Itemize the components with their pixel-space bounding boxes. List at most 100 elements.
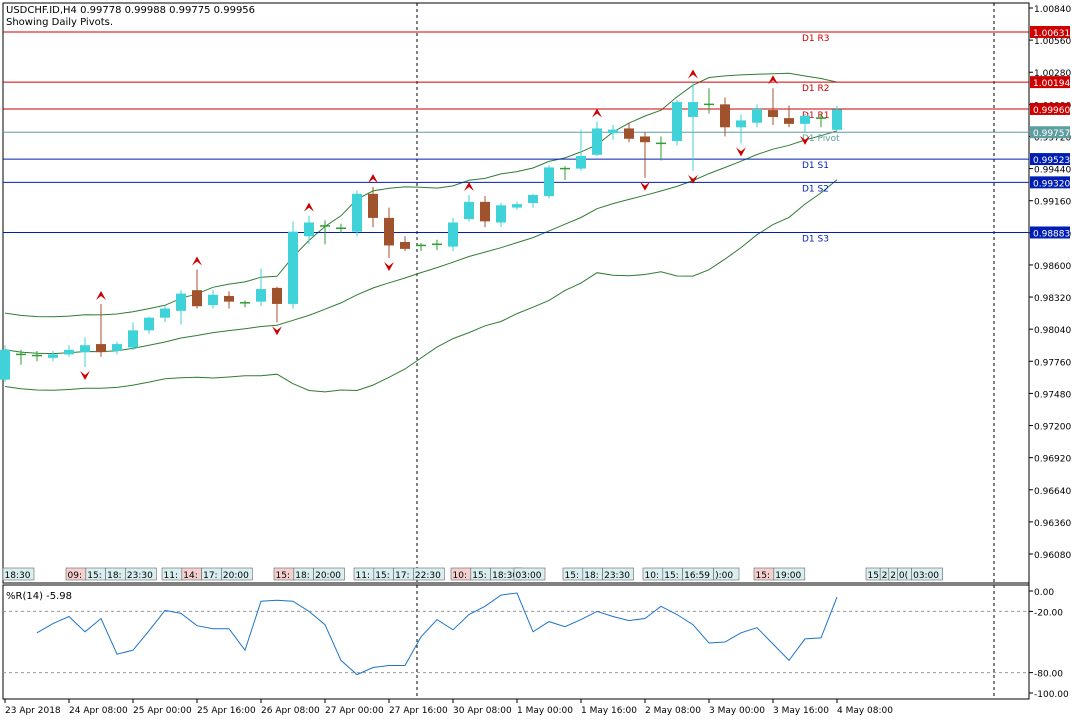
fractal-up-arrow bbox=[192, 256, 202, 266]
pivot-label: D1 S1 bbox=[802, 161, 829, 171]
indicator-axis: 0.00 -20.00 -80.00 -100.00 bbox=[1029, 588, 1069, 700]
fractal-up-arrow bbox=[96, 290, 106, 300]
pivot-status-text: Showing Daily Pivots. bbox=[6, 17, 113, 28]
bear-candle bbox=[368, 193, 378, 218]
price-tick-label: 0.97200 bbox=[1034, 423, 1071, 433]
session-label-text: 15: bbox=[375, 571, 389, 581]
fractal-up-arrow bbox=[464, 181, 474, 191]
bull-candle bbox=[464, 201, 474, 220]
bull-candle bbox=[576, 155, 586, 169]
indicator-tick-label: -100.00 bbox=[1034, 690, 1069, 700]
bull-candle bbox=[208, 294, 218, 306]
bull-candle bbox=[176, 293, 186, 311]
pivot-label: D1 R2 bbox=[802, 84, 830, 94]
session-label-text: 2 bbox=[882, 571, 888, 581]
pivot-price-value: 1.00631 bbox=[1033, 29, 1070, 39]
bull-candle bbox=[112, 344, 122, 351]
session-label-row: 18:30 09: 15: 18: 23:30 11: 14: 17: 20:00 15: 18: 2… bbox=[2, 567, 943, 581]
price-tick-label: 0.97760 bbox=[1034, 358, 1071, 368]
price-tick-label: 1.00560 bbox=[1034, 37, 1071, 47]
session-label-box bbox=[313, 567, 345, 581]
bull-candle bbox=[752, 108, 762, 123]
bear-candle bbox=[400, 242, 410, 249]
session-label-box bbox=[911, 567, 943, 581]
bull-candle bbox=[128, 330, 138, 348]
pivot-price-value: 0.99320 bbox=[1033, 179, 1070, 189]
time-tick-label: 3 May 16:00 bbox=[773, 706, 829, 716]
candlestick-series bbox=[0, 82, 842, 382]
bear-candle bbox=[96, 344, 106, 353]
session-label-text: 10: bbox=[645, 571, 659, 581]
session-label-box bbox=[602, 567, 634, 581]
session-label-text: 10: bbox=[453, 571, 467, 581]
time-tick-label: 2 May 08:00 bbox=[645, 706, 701, 716]
pivot-label: D1 S3 bbox=[802, 234, 829, 244]
pivot-label: D1 S2 bbox=[802, 184, 829, 194]
price-tick-label: 0.99160 bbox=[1034, 198, 1071, 208]
price-tick-label: 0.96920 bbox=[1034, 455, 1071, 465]
indicator-title: %R(14) -5.98 bbox=[6, 591, 72, 602]
price-tick-label: 1.00840 bbox=[1034, 5, 1071, 15]
price-tick-label: 1.00280 bbox=[1034, 69, 1071, 79]
price-tick-label: 0.98040 bbox=[1034, 326, 1071, 336]
bull-candle bbox=[144, 317, 154, 331]
time-tick-label: 3 May 00:00 bbox=[709, 706, 765, 716]
bear-candle bbox=[720, 104, 730, 128]
pivot-price-tag bbox=[1030, 102, 1070, 115]
indicator-tick-label: -20.00 bbox=[1034, 608, 1063, 618]
session-label-box bbox=[221, 567, 253, 581]
session-label-text: 15: bbox=[756, 571, 770, 581]
bull-candle bbox=[736, 120, 746, 128]
time-tick-label: 1 May 00:00 bbox=[517, 706, 573, 716]
bear-candle bbox=[384, 217, 394, 246]
fractal-down-arrow bbox=[80, 371, 90, 381]
price-tick-label: 0.97480 bbox=[1034, 390, 1071, 400]
fractal-up-arrow bbox=[368, 173, 378, 183]
indicator-tick-label: 0.00 bbox=[1034, 588, 1054, 598]
pivot-price-tag bbox=[1030, 176, 1070, 189]
session-label-text: 14: bbox=[183, 571, 197, 581]
session-label-text: 15: bbox=[276, 571, 290, 581]
fractal-arrows bbox=[80, 69, 810, 381]
time-tick-label: 1 May 16:00 bbox=[581, 706, 637, 716]
session-label-text: 15: bbox=[472, 571, 486, 581]
bull-candle bbox=[304, 222, 314, 237]
session-label-text: 17: bbox=[395, 571, 409, 581]
bear-candle bbox=[640, 136, 650, 143]
williams-r-indicator bbox=[3, 592, 1029, 676]
main-chart-frame bbox=[2, 2, 1030, 584]
price-tick-label: 0.96080 bbox=[1034, 551, 1071, 561]
time-tick-label: 27 Apr 16:00 bbox=[389, 706, 448, 716]
bear-candle bbox=[784, 118, 794, 124]
bull-candle bbox=[160, 308, 170, 318]
fractal-up-arrow bbox=[592, 108, 602, 118]
bull-candle bbox=[832, 109, 842, 130]
fractal-down-arrow bbox=[272, 326, 282, 336]
pivot-lines: D1 R3 D1 R2 D1 R1 D1 Pivot D1 S1 D1 S2 D1 S3 bbox=[3, 31, 1029, 244]
session-label-text: 23:30 bbox=[127, 571, 153, 581]
bear-candle bbox=[272, 287, 282, 304]
session-label-text: 18: bbox=[107, 571, 121, 581]
session-label-box bbox=[2, 567, 35, 581]
session-label-text: 18: bbox=[584, 571, 598, 581]
bull-candle bbox=[592, 128, 602, 155]
time-tick-label: 4 May 08:00 bbox=[837, 706, 893, 716]
pivot-price-value: 1.00194 bbox=[1033, 79, 1070, 89]
session-label-box bbox=[713, 567, 740, 581]
time-tick-label: 24 Apr 08:00 bbox=[69, 706, 128, 716]
price-tick-label: 0.99720 bbox=[1034, 133, 1071, 143]
bear-candle bbox=[624, 128, 634, 139]
time-tick-label: 23 Apr 2018 bbox=[5, 706, 61, 716]
bull-candle bbox=[512, 204, 522, 208]
symbol-info: USDCHF.ID,H4 0.99778 0.99988 0.99775 0.9… bbox=[6, 5, 255, 16]
session-label-text: 0( bbox=[899, 571, 908, 581]
session-label-text: 2 bbox=[890, 571, 896, 581]
indicator-tick-label: -80.00 bbox=[1034, 670, 1063, 680]
bull-candle bbox=[48, 354, 58, 358]
band-lower-line bbox=[4, 179, 838, 393]
pivot-price-tag bbox=[1030, 226, 1070, 239]
session-label-text: ):00 bbox=[715, 571, 733, 581]
price-tick-label: 0.96640 bbox=[1034, 487, 1071, 497]
